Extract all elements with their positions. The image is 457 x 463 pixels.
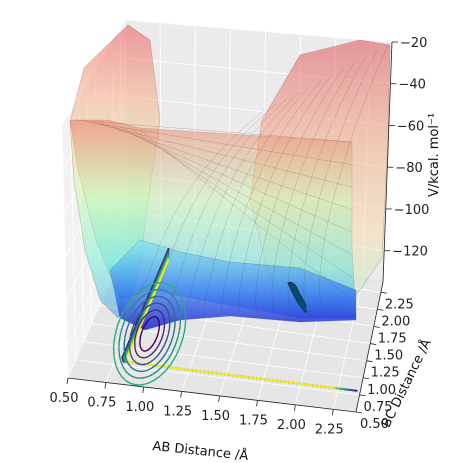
contour-ring	[113, 282, 187, 386]
mesh-line	[93, 122, 353, 188]
z-tick-label: −40	[398, 78, 425, 93]
x-tick-mark	[142, 386, 145, 394]
surface-mesh	[74, 44, 389, 319]
floor-grid-x	[332, 278, 364, 410]
trajectory-tail	[296, 297, 308, 314]
y-tick-mark	[363, 377, 370, 380]
contour-ring	[139, 316, 161, 352]
y-tick-label: 0.75	[364, 400, 393, 415]
mesh-line	[271, 62, 355, 315]
x-tick-label: 2.00	[277, 418, 306, 433]
y-axis-line	[355, 281, 384, 413]
x-tick-mark	[331, 409, 334, 416]
contour-ring	[128, 302, 171, 366]
z-tick-label: −60	[397, 119, 424, 134]
trajectory	[287, 281, 308, 314]
x-tick-mark	[218, 395, 220, 402]
side-grid-y	[69, 111, 77, 360]
y-tick-mark	[355, 411, 363, 414]
z-axis-line	[382, 41, 393, 283]
trajectory-path	[287, 281, 307, 310]
mesh-line	[255, 68, 344, 314]
z-tick-label: −80	[395, 161, 422, 176]
contour-ring	[134, 309, 166, 359]
x-tick-mark	[180, 391, 183, 398]
x-tick-label: 1.50	[201, 409, 230, 424]
contour-ring	[123, 295, 176, 373]
x-tick-label: 2.25	[315, 422, 344, 437]
mesh-line	[130, 128, 353, 278]
y-tick-mark	[373, 326, 380, 328]
mesh-line	[102, 124, 353, 210]
x-tick-label: 0.50	[50, 391, 79, 406]
mesh-line	[220, 80, 322, 311]
y-tick-label: 1.75	[378, 331, 407, 346]
x-tick-label: 1.25	[163, 404, 192, 419]
y-tick-label: 1.00	[367, 383, 396, 398]
mesh-line	[238, 74, 333, 313]
z-ticks: −20 −40 −60 −80 −100 −120	[384, 36, 429, 260]
y-tick-mark	[377, 308, 384, 311]
floor-grid-y	[75, 359, 360, 396]
x-tick-label: 1.00	[125, 400, 154, 415]
mesh-line	[112, 125, 353, 233]
y-tick-mark	[370, 343, 377, 345]
y-tick-label: 1.25	[371, 366, 400, 381]
z-tick-label: −20	[400, 36, 427, 51]
x-tick-mark	[104, 382, 107, 389]
x-tick-mark	[293, 404, 296, 411]
y-tick-mark	[366, 360, 373, 363]
mesh-line	[184, 92, 299, 309]
y-tick-label: 2.25	[385, 297, 414, 312]
y-tick-label: 2.00	[381, 314, 410, 329]
contour-lines	[113, 247, 358, 392]
surface-well	[109, 239, 357, 331]
z-tick-label: −120	[392, 245, 428, 260]
y-tick-mark	[380, 291, 387, 294]
mesh-line	[129, 109, 266, 306]
mesh-line	[287, 56, 366, 316]
z-tick-label: −100	[394, 203, 430, 218]
mesh-line	[121, 126, 353, 256]
side-grid-y	[61, 124, 69, 379]
mesh-line	[202, 86, 310, 310]
y-ticks: 0.50 0.75 1.00 1.25 1.50 1.75 2.00 2.25	[355, 291, 414, 432]
mesh-line	[139, 129, 353, 301]
mesh-line	[148, 103, 277, 307]
mesh-line	[84, 121, 353, 165]
x-ticks: 0.50 0.75 1.00 1.25 1.50 1.75 2.00 2.25	[50, 377, 344, 437]
mesh-line	[74, 119, 353, 143]
x-axis-title: AB Distance /Å	[152, 438, 249, 463]
mesh-line	[319, 44, 389, 319]
y-tick-label: 0.50	[360, 417, 389, 432]
contour-ring	[118, 288, 181, 379]
x-axis-line	[67, 377, 357, 413]
x-tick-mark	[256, 400, 258, 407]
y-tick-label: 1.50	[374, 349, 403, 364]
z-axis-title: V/kcal. mol⁻¹	[427, 113, 442, 197]
y-tick-mark	[359, 394, 366, 397]
x-tick-label: 0.75	[87, 395, 116, 410]
x-tick-label: 1.75	[239, 413, 268, 428]
x-tick-mark	[66, 377, 69, 385]
